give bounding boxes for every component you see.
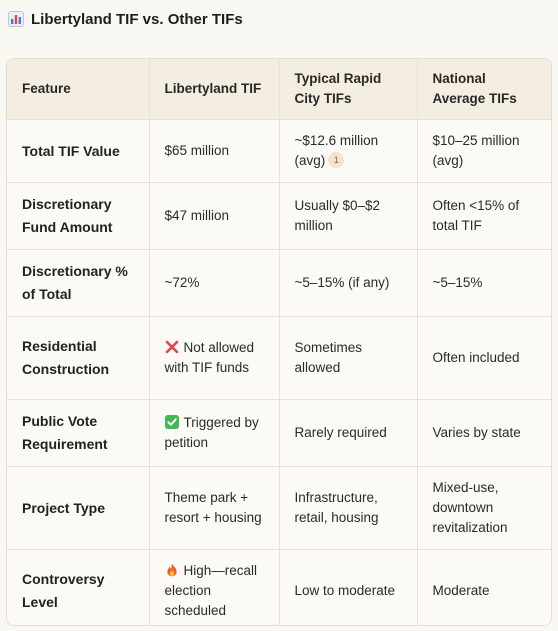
- row-feature: Controversy Level: [7, 549, 150, 625]
- comparison-table: Feature Libertyland TIF Typical Rapid Ci…: [6, 58, 552, 626]
- cell-rapid-city: Low to moderate: [279, 549, 418, 625]
- cell-rapid-city: Usually $0–$2 million: [279, 182, 418, 250]
- cell-text: Not allowed with TIF funds: [164, 340, 255, 375]
- table-row: Discretionary % of Total ~72% ~5–15% (if…: [7, 249, 551, 317]
- fire-icon: [166, 563, 177, 577]
- cell-libertyland: Not allowed with TIF funds: [149, 316, 280, 400]
- table-row: Controversy Level High—recall election s…: [7, 549, 551, 625]
- cell-rapid-city: Sometimes allowed: [279, 316, 418, 400]
- page-title: Libertyland TIF vs. Other TIFs: [8, 8, 243, 30]
- cell-national: Mixed-use, downtown revitalization: [417, 466, 551, 550]
- table-row: Discretionary Fund Amount $47 million Us…: [7, 182, 551, 250]
- cell-libertyland: Triggered by petition: [149, 399, 280, 467]
- bar-chart-icon: [8, 11, 24, 27]
- cell-national: ~5–15%: [417, 249, 551, 317]
- column-header-national: National Average TIFs: [417, 59, 551, 120]
- cell-national: $10–25 million (avg): [417, 119, 551, 183]
- cell-libertyland: $65 million: [149, 119, 280, 183]
- column-header-libertyland: Libertyland TIF: [149, 59, 280, 120]
- cell-national: Varies by state: [417, 399, 551, 467]
- table-row: Residential Construction Not allowed wit…: [7, 316, 551, 400]
- table-row: Public Vote Requirement Triggered by pet…: [7, 399, 551, 467]
- column-header-rapid-city: Typical Rapid City TIFs: [279, 59, 418, 120]
- row-feature: Discretionary Fund Amount: [7, 182, 150, 250]
- citation-badge[interactable]: 1: [328, 152, 345, 168]
- cell-national: Moderate: [432, 583, 490, 598]
- cell-libertyland: $47 million: [149, 182, 280, 250]
- cell-text: ~$12.6 million (avg): [294, 133, 379, 168]
- cell-rapid-city: Rarely required: [279, 399, 418, 467]
- row-feature: Project Type: [7, 466, 150, 550]
- page-title-text: Libertyland TIF vs. Other TIFs: [31, 10, 243, 28]
- cell-text: Triggered by petition: [164, 415, 259, 450]
- cell-rapid-city: ~$12.6 million (avg) 1: [279, 119, 418, 183]
- red-cross-icon: [165, 340, 178, 354]
- cell-national: Often included: [417, 316, 551, 400]
- cell-text: High—recall election scheduled: [164, 563, 258, 618]
- green-check-icon: [164, 415, 179, 429]
- cell-rapid-city: ~5–15% (if any): [279, 249, 418, 317]
- column-header-feature: Feature: [7, 59, 150, 120]
- row-feature: Discretionary % of Total: [7, 249, 150, 317]
- cell-national: Often <15% of total TIF: [417, 182, 551, 250]
- table-row: Project Type Theme park + resort + housi…: [7, 466, 551, 550]
- table-header-row: Feature Libertyland TIF Typical Rapid Ci…: [7, 59, 551, 120]
- row-feature: Residential Construction: [7, 316, 150, 400]
- cell-libertyland: High—recall election scheduled: [149, 549, 280, 625]
- row-feature: Total TIF Value: [7, 119, 150, 183]
- row-feature: Public Vote Requirement: [7, 399, 150, 467]
- table-row: Total TIF Value $65 million ~$12.6 milli…: [7, 119, 551, 183]
- cell-libertyland: Theme park + resort + housing: [149, 466, 280, 550]
- cell-libertyland: ~72%: [149, 249, 280, 317]
- cell-rapid-city: Infrastructure, retail, housing: [279, 466, 418, 550]
